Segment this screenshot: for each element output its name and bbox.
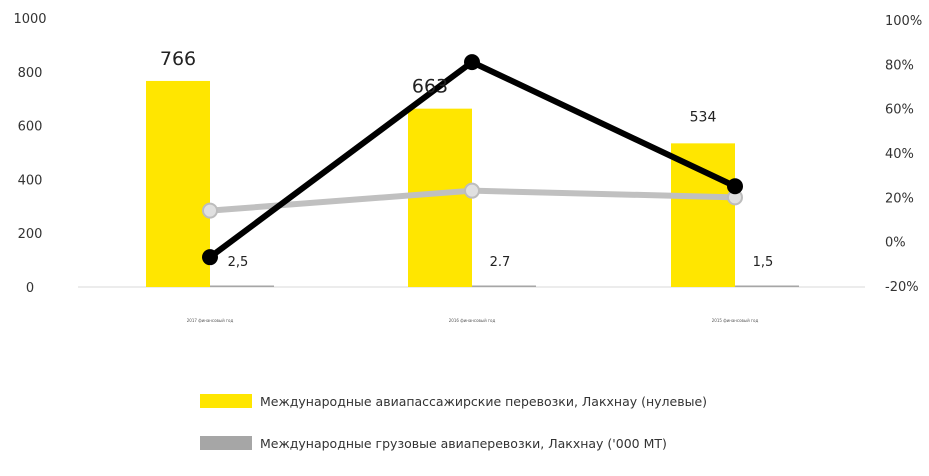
x-tick-label: 2017 финансовый год [187,318,234,323]
legend-item-passengers: Международные авиапассажирские перевозки… [200,392,707,410]
bar-passengers [671,143,735,287]
bar-cargo [735,285,799,287]
legend-item-cargo: Международные грузовые авиаперевозки, Ла… [200,434,707,452]
legend-swatch-passengers [200,394,252,408]
y-right-tick-label: 80% [885,58,914,73]
bar-passengers [146,80,210,287]
legend-swatch-cargo [200,436,252,450]
y-left-tick-label: 400 [18,173,43,188]
y-right-tick-label: 0% [885,236,906,251]
data-label-passengers: 534 [690,109,717,125]
y-left-tick-label: 0 [26,281,34,296]
x-tick-label: 2015 финансовый год [712,318,759,323]
y-left-tick-label: 600 [18,120,43,135]
y-right-tick-label: 20% [885,191,914,206]
y-right-tick-label: 60% [885,103,914,118]
data-label-cargo: 2.7 [490,255,511,270]
bar-cargo [210,285,274,287]
line-point-grey [202,202,218,219]
y-right-tick-label: -20% [885,280,919,295]
data-label-cargo: 2,5 [228,255,249,270]
combo-chart: 0 200 400 600 800 1000 -20% 0% 20% 40% 60% 80% 100% 2… [13,12,922,323]
line-series-black [208,59,737,260]
line-point-black [202,249,218,266]
data-label-passengers: 766 [160,48,196,70]
line-point-black [464,54,480,71]
data-label-passengers: 663 [412,76,448,98]
legend-label-passengers: Международные авиапассажирские перевозки… [260,393,708,409]
bar-cargo [472,285,536,287]
y-left-tick-label: 200 [18,227,43,242]
y-left-tick-label: 800 [18,66,43,81]
legend-label-cargo: Международные грузовые авиаперевозки, Ла… [260,435,667,451]
chart-legend: Международные авиапассажирские перевозки… [200,392,707,476]
y-right-tick-label: 40% [885,147,914,162]
line-point-grey [464,182,480,199]
line-point-black [727,178,743,195]
bar-passengers [408,108,472,287]
data-label-cargo: 1,5 [753,255,774,270]
y-left-tick-label: 1000 [13,12,46,27]
x-tick-label: 2016 финансовый год [449,318,496,323]
y-right-tick-label: 100% [885,14,922,29]
